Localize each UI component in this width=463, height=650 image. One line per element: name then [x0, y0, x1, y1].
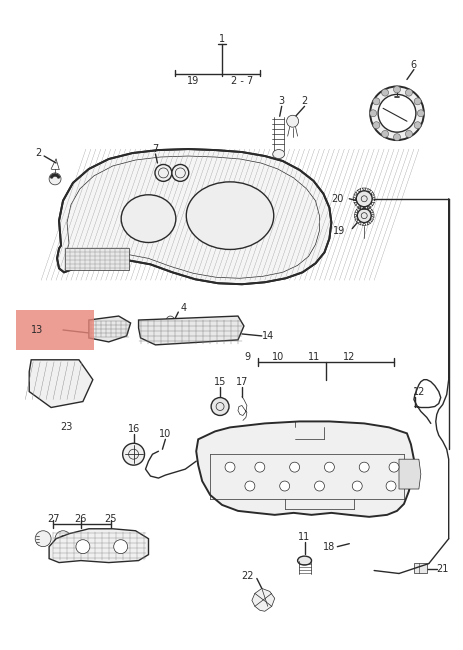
Circle shape	[357, 209, 370, 222]
Circle shape	[358, 462, 369, 472]
Ellipse shape	[165, 316, 175, 330]
Polygon shape	[398, 459, 420, 489]
Circle shape	[55, 531, 71, 547]
Text: 15: 15	[213, 376, 226, 387]
Circle shape	[279, 481, 289, 491]
Text: 1: 1	[219, 34, 225, 44]
Ellipse shape	[121, 195, 175, 242]
Circle shape	[50, 176, 53, 178]
Polygon shape	[196, 421, 413, 517]
Circle shape	[388, 462, 398, 472]
Circle shape	[369, 110, 376, 117]
Circle shape	[356, 191, 371, 207]
Text: 2 - 7: 2 - 7	[230, 77, 252, 86]
Circle shape	[393, 86, 400, 93]
Text: 19: 19	[332, 226, 345, 235]
Polygon shape	[251, 588, 274, 611]
Ellipse shape	[369, 86, 423, 140]
Text: 23: 23	[60, 422, 72, 432]
Circle shape	[122, 443, 144, 465]
Circle shape	[405, 89, 412, 96]
Ellipse shape	[155, 164, 171, 181]
Text: 6: 6	[410, 60, 416, 70]
Circle shape	[413, 98, 420, 105]
Text: 11: 11	[308, 352, 320, 362]
Circle shape	[405, 131, 412, 137]
Text: 21: 21	[436, 564, 448, 573]
Ellipse shape	[272, 150, 284, 159]
Text: 16: 16	[127, 424, 139, 434]
Circle shape	[372, 98, 379, 105]
Circle shape	[211, 398, 229, 415]
Circle shape	[324, 462, 334, 472]
Text: 11: 11	[298, 532, 310, 541]
Text: 25: 25	[104, 514, 117, 524]
Ellipse shape	[297, 556, 311, 565]
Text: 19: 19	[187, 77, 199, 86]
Text: 10: 10	[159, 430, 171, 439]
Text: 13: 13	[31, 325, 44, 335]
Circle shape	[49, 173, 61, 185]
Circle shape	[76, 540, 90, 554]
Polygon shape	[49, 528, 148, 562]
Circle shape	[254, 462, 264, 472]
Circle shape	[113, 540, 127, 554]
Polygon shape	[57, 149, 331, 284]
Polygon shape	[138, 316, 244, 345]
Circle shape	[53, 174, 56, 176]
Polygon shape	[57, 149, 331, 284]
Text: 3: 3	[278, 96, 284, 107]
Circle shape	[286, 115, 298, 127]
Circle shape	[35, 531, 51, 547]
Text: 2: 2	[35, 148, 41, 158]
Text: 9: 9	[244, 352, 250, 362]
Circle shape	[289, 462, 299, 472]
Polygon shape	[413, 562, 426, 573]
Ellipse shape	[186, 182, 273, 250]
Text: 12: 12	[412, 387, 424, 396]
Circle shape	[381, 89, 388, 96]
Circle shape	[314, 481, 324, 491]
Text: 10: 10	[271, 352, 283, 362]
Circle shape	[51, 174, 55, 177]
Text: 7: 7	[152, 144, 158, 154]
Ellipse shape	[377, 94, 415, 132]
Text: 14: 14	[261, 331, 273, 341]
Circle shape	[244, 481, 254, 491]
Circle shape	[351, 481, 362, 491]
Polygon shape	[89, 316, 130, 342]
Circle shape	[393, 134, 400, 140]
Circle shape	[385, 481, 395, 491]
Polygon shape	[29, 360, 93, 408]
Text: 12: 12	[342, 352, 355, 362]
Text: 4: 4	[180, 303, 186, 313]
Circle shape	[381, 131, 388, 137]
Text: 17: 17	[235, 376, 248, 387]
Circle shape	[417, 110, 424, 117]
Circle shape	[413, 122, 420, 129]
Circle shape	[56, 174, 58, 177]
Text: 20: 20	[331, 194, 343, 203]
Text: 18: 18	[323, 541, 335, 552]
Text: 22: 22	[241, 571, 254, 582]
Text: 26: 26	[75, 514, 87, 524]
Circle shape	[225, 462, 234, 472]
Text: 27: 27	[47, 514, 59, 524]
Text: 2: 2	[301, 96, 307, 107]
Ellipse shape	[171, 164, 188, 181]
Circle shape	[372, 122, 379, 129]
Polygon shape	[65, 248, 128, 270]
Bar	[16, 310, 94, 350]
Circle shape	[57, 176, 60, 178]
